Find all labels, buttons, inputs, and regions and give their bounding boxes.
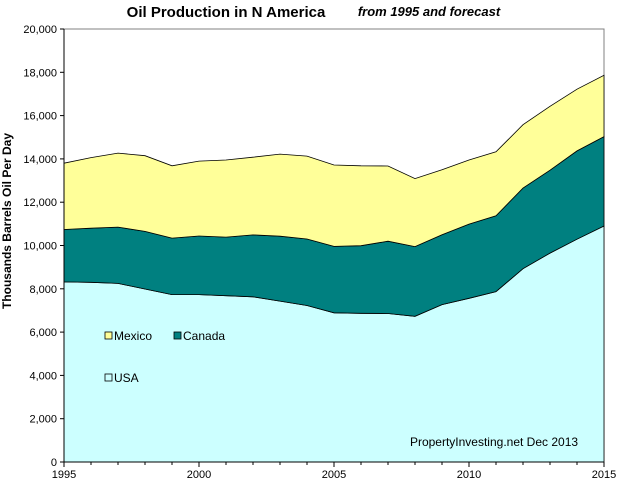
legend-label-usa: USA [114,371,139,385]
legend-swatch-mexico [104,331,113,340]
y-tick-label: 0 [51,457,57,469]
y-tick-label: 12,000 [23,197,57,209]
y-tick-label: 20,000 [23,24,57,36]
x-tick-label: 2015 [592,469,616,481]
x-tick-label: 2010 [457,469,481,481]
x-tick-label: 2000 [187,469,211,481]
legend-swatch-usa [104,373,113,382]
legend-swatch-canada [173,331,182,340]
y-tick-label: 4,000 [29,370,57,382]
legend-label-mexico: Mexico [114,329,152,343]
chart-title: Oil Production in N America [127,4,326,21]
legend: USA Canada Mexico [104,329,225,385]
y-tick-label: 16,000 [23,111,57,123]
y-tick-label: 2,000 [29,414,57,426]
area-mexico [63,74,605,248]
y-axis-label: Thousands Barrels Oil Per Day [0,133,14,309]
source-annotation: PropertyInvesting.net Dec 2013 [410,435,578,449]
y-tick-label: 10,000 [23,241,57,253]
y-tick-label: 8,000 [29,284,57,296]
y-tick-label: 18,000 [23,67,57,79]
axes: 0 2,000 4,000 6,000 8,000 10,000 12,000 14,000 1… [23,24,616,481]
x-tick-label: 2005 [322,469,346,481]
x-tick-label: 1995 [52,469,76,481]
y-tick-label: 14,000 [23,154,57,166]
legend-label-canada: Canada [183,329,225,343]
chart-subtitle: from 1995 and forecast [358,4,501,19]
y-tick-label: 6,000 [29,327,57,339]
